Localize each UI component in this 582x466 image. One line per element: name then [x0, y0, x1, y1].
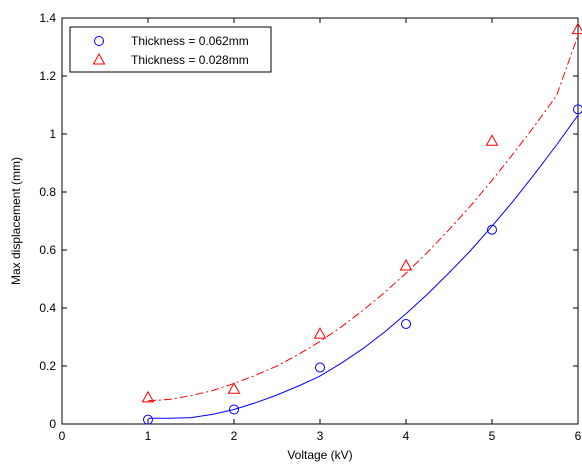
y-tick-label: 0.2 — [39, 359, 56, 373]
x-tick-label: 2 — [231, 429, 238, 443]
fit-curve-series-2 — [147, 35, 579, 402]
data-point-series-2 — [485, 134, 499, 146]
data-markers — [141, 22, 582, 425]
y-tick-label: 0.4 — [39, 301, 56, 315]
y-tick-label: 0.8 — [39, 185, 56, 199]
fit-curve-series-1 — [148, 114, 579, 419]
data-point-series-1 — [487, 224, 497, 235]
data-point-series-2 — [313, 327, 327, 339]
y-tick-label: 1 — [49, 127, 56, 141]
data-point-series-1 — [573, 104, 582, 115]
legend-marker-triangle — [92, 52, 106, 65]
legend-marker-circle — [94, 36, 104, 46]
x-tick-label: 6 — [575, 429, 582, 443]
x-tick-label: 5 — [489, 429, 496, 443]
x-tick-label: 0 — [59, 429, 66, 443]
data-point-series-2 — [141, 390, 155, 403]
y-tick-label: 0 — [49, 417, 56, 431]
x-tick-label: 4 — [403, 429, 410, 443]
data-point-series-1 — [401, 318, 411, 329]
data-point-series-1 — [143, 414, 153, 425]
y-tick-label: 1.4 — [39, 11, 56, 25]
legend: Thickness = 0.062mm Thickness = 0.028mm — [69, 26, 272, 73]
legend-entry-label: Thickness = 0.028mm — [131, 53, 249, 67]
plot-area-frame — [61, 17, 579, 425]
x-axis-label: Voltage (kV) — [287, 448, 352, 462]
data-point-series-2 — [227, 382, 241, 394]
legend-entry-label: Thickness = 0.062mm — [131, 34, 249, 48]
axes: 0 1 2 3 4 5 6 0 0.2 0.4 0.6 0.8 1 1.2 1.4 — [39, 11, 581, 443]
y-tick-label: 0.6 — [39, 243, 56, 257]
x-tick-label: 1 — [145, 429, 152, 443]
data-point-series-2 — [399, 258, 413, 271]
fit-curves — [147, 35, 579, 419]
y-tick-label: 1.2 — [39, 69, 56, 83]
data-point-series-1 — [229, 404, 239, 415]
x-tick-label: 3 — [317, 429, 324, 443]
data-point-series-2 — [571, 22, 582, 35]
y-axis-label: Max displacement (mm) — [9, 157, 23, 285]
data-point-series-1 — [315, 362, 325, 373]
